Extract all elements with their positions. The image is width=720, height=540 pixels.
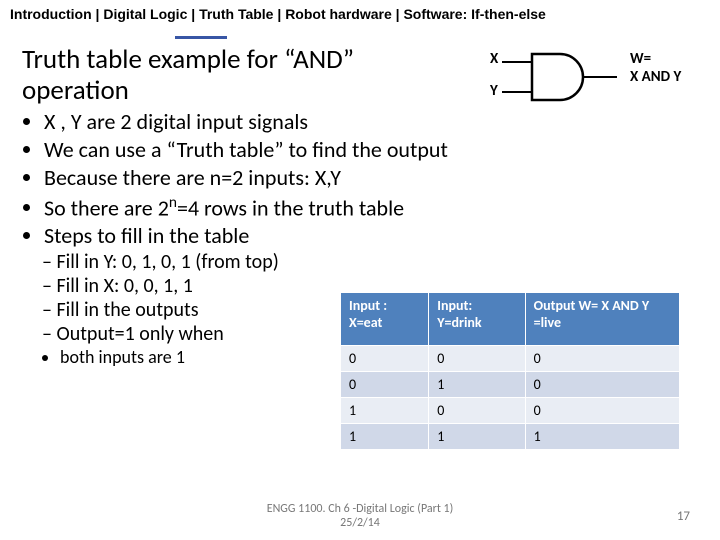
th-x: Input : X=eat	[341, 293, 429, 346]
breadcrumb: Introduction | Digital Logic | Truth Tab…	[0, 0, 720, 40]
bullet-list: X , Y are 2 digital input signals We can…	[22, 108, 698, 250]
bullet-3: Because there are n=2 inputs: X,Y	[44, 164, 698, 192]
crumb-intro: Introduction	[10, 6, 92, 22]
bullet-4: So there are 2n=4 rows in the truth tabl…	[44, 193, 698, 222]
truth-table: Input : X=eat Input: Y=drink Output W= X…	[340, 292, 680, 450]
page-title: Truth table example for “AND” operation	[0, 40, 482, 106]
th-y: Input: Y=drink	[429, 293, 525, 346]
crumb-logic: Digital Logic	[103, 6, 187, 22]
and-gate-icon	[482, 52, 622, 112]
sub-1: Fill in Y: 0, 1, 0, 1 (from top)	[42, 250, 698, 274]
gate-input-x: X	[490, 50, 498, 68]
page-number: 17	[677, 509, 690, 524]
table-row: 010	[341, 372, 680, 398]
table-row: 100	[341, 398, 680, 424]
crumb-truth: Truth Table	[199, 6, 273, 22]
bullet-2: We can use a “Truth table” to find the o…	[44, 136, 698, 164]
table-row: 111	[341, 424, 680, 450]
gate-input-y: Y	[490, 82, 498, 100]
and-gate-diagram: X Y W= X AND Y	[482, 42, 692, 112]
crumb-robot: Robot hardware	[285, 6, 392, 22]
gate-output-w: W= X AND Y	[630, 50, 681, 86]
bullet-1: X , Y are 2 digital input signals	[44, 108, 698, 136]
footer: ENGG 1100. Ch 6 -Digital Logic (Part 1) …	[0, 502, 720, 530]
table-row: 000	[341, 346, 680, 372]
th-w: Output W= X AND Y =live	[525, 293, 679, 346]
crumb-software: Software: If-then-else	[403, 6, 545, 22]
bullet-5: Steps to fill in the table	[44, 222, 698, 250]
active-underline	[175, 36, 227, 39]
